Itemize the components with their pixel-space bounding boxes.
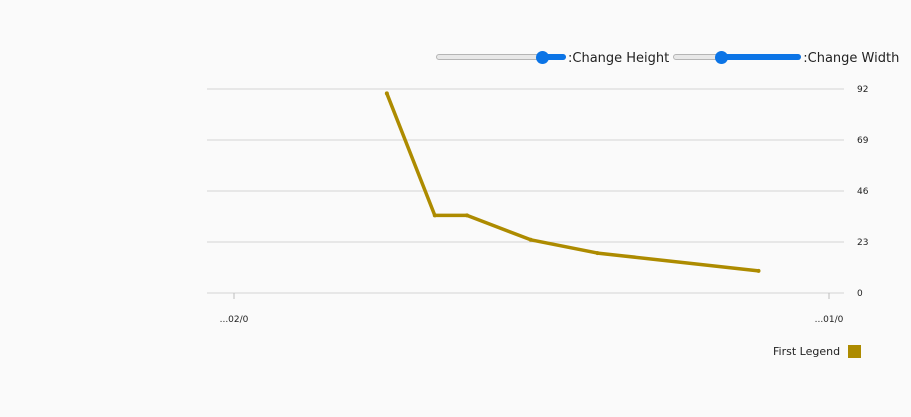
legend: First Legend <box>773 345 862 358</box>
legend-swatch <box>848 345 862 358</box>
width-slider-label: :Change Width <box>803 50 900 66</box>
legend-label: First Legend <box>773 345 841 358</box>
y-tick-label-0: 0 <box>857 289 863 299</box>
data-point-0-4 <box>595 251 600 256</box>
y-tick-label-3: 69 <box>857 136 869 146</box>
chart-controls: :Change Height :Change Width <box>436 48 903 68</box>
x-tick-label-1: ...01/0 <box>815 315 844 325</box>
data-point-0-1 <box>432 213 437 218</box>
width-slider[interactable] <box>673 48 802 68</box>
data-point-0-3 <box>528 237 533 242</box>
height-slider-fill <box>540 54 566 60</box>
y-tick-label-2: 46 <box>857 187 869 197</box>
data-point-0-0 <box>384 91 389 96</box>
width-slider-fill <box>717 54 802 60</box>
data-point-0-5 <box>756 268 761 273</box>
data-point-0-2 <box>464 213 469 218</box>
y-tick-label-1: 23 <box>857 238 868 248</box>
series-line-0 <box>385 91 761 273</box>
height-slider-thumb[interactable] <box>536 51 549 64</box>
height-slider[interactable] <box>436 48 566 68</box>
x-tick-label-0: ...02/0 <box>220 315 249 325</box>
y-tick-label-4: 92 <box>857 85 868 95</box>
width-slider-thumb[interactable] <box>715 51 729 64</box>
height-slider-label: :Change Height <box>568 50 670 66</box>
